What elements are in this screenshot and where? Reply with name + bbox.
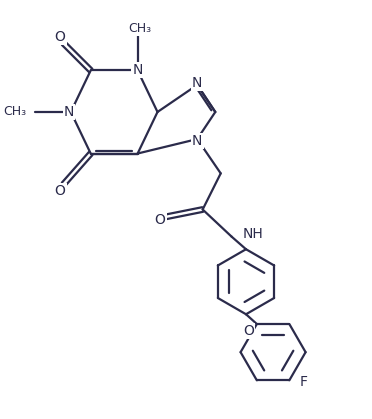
Text: O: O bbox=[55, 30, 65, 44]
Text: CH₃: CH₃ bbox=[128, 22, 151, 35]
Text: O: O bbox=[55, 184, 65, 198]
Text: NH: NH bbox=[243, 227, 264, 241]
Text: N: N bbox=[192, 134, 202, 148]
Text: N: N bbox=[132, 63, 143, 77]
Text: CH₃: CH₃ bbox=[4, 106, 27, 119]
Text: O: O bbox=[243, 324, 254, 338]
Text: N: N bbox=[64, 105, 74, 119]
Text: F: F bbox=[299, 375, 307, 389]
Text: O: O bbox=[155, 212, 166, 227]
Text: N: N bbox=[192, 76, 202, 90]
